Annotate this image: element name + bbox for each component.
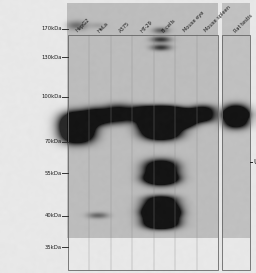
Text: Rat testis: Rat testis: [233, 13, 253, 33]
Text: HT-29: HT-29: [140, 19, 154, 33]
Text: A375: A375: [118, 20, 131, 33]
Text: HeLa: HeLa: [97, 20, 109, 33]
Text: HepG2: HepG2: [75, 17, 91, 33]
Text: 40kDa: 40kDa: [44, 213, 61, 218]
Text: 70kDa: 70kDa: [44, 140, 61, 144]
Bar: [68, 35, 218, 270]
Text: 35kDa: 35kDa: [45, 245, 61, 250]
Text: 100kDa: 100kDa: [41, 94, 61, 99]
Text: Mouse spleen: Mouse spleen: [204, 5, 232, 33]
Text: USP39: USP39: [253, 159, 256, 165]
Text: 55kDa: 55kDa: [44, 171, 61, 176]
Text: 130kDa: 130kDa: [41, 55, 61, 60]
Text: 170kDa: 170kDa: [41, 26, 61, 31]
Bar: [222, 35, 250, 270]
Text: B cells: B cells: [161, 18, 176, 33]
Text: Mouse eye: Mouse eye: [182, 10, 205, 33]
